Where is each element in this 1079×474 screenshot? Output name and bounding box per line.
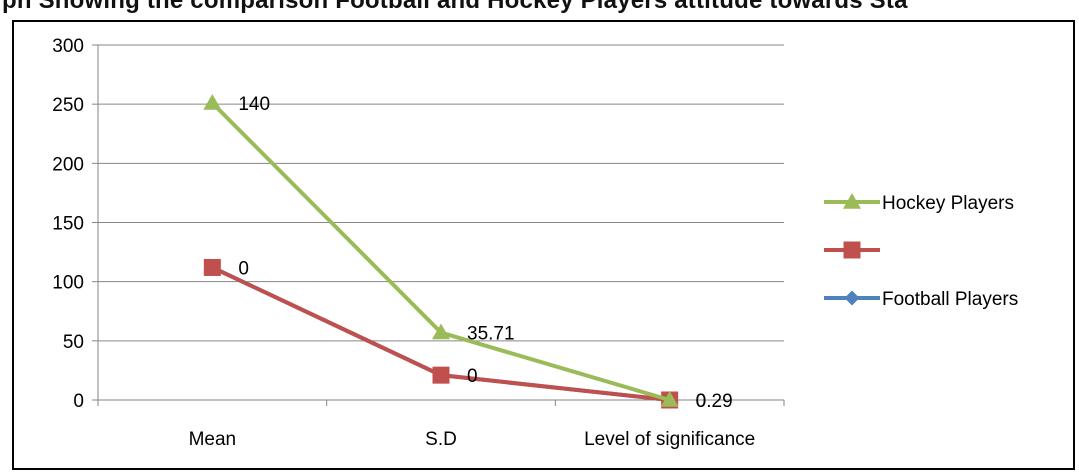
legend: Hockey Players Football Players xyxy=(824,193,1018,310)
y-tick-label: 250 xyxy=(52,95,84,116)
line-chart: 0 50 100 150 200 250 300 Mean S.D Level of signif… xyxy=(52,36,1018,450)
y-tick-label: 200 xyxy=(52,154,84,175)
y-tick-label: 0 xyxy=(73,391,84,412)
data-label: 35.71 xyxy=(467,324,515,345)
data-label: 0 xyxy=(696,391,707,412)
data-label: 140 xyxy=(238,94,270,115)
legend-marker xyxy=(843,241,861,259)
gridlines xyxy=(98,44,784,342)
x-tick-label: S.D xyxy=(425,429,457,450)
data-point xyxy=(660,391,679,407)
series-lines xyxy=(203,93,679,409)
legend-label: Hockey Players xyxy=(882,193,1014,214)
data-point xyxy=(203,258,221,276)
data-label: 0.29 xyxy=(696,391,733,412)
legend-marker xyxy=(843,193,861,209)
data-label: 0 xyxy=(238,258,249,279)
series-line xyxy=(210,101,671,402)
legend-marker xyxy=(844,290,860,306)
y-tick-label: 300 xyxy=(52,36,84,57)
y-tick-label: 100 xyxy=(52,273,84,294)
x-tick-label: Mean xyxy=(189,429,237,450)
data-label: 0 xyxy=(467,366,478,387)
data-point xyxy=(203,93,222,110)
legend-label: Football Players xyxy=(882,289,1018,310)
data-point xyxy=(432,366,450,384)
y-tick-label: 150 xyxy=(52,214,84,235)
y-tick-label: 50 xyxy=(63,332,84,353)
x-tick-label: Level of significance xyxy=(584,429,755,450)
page-title: ph Showing the comparison Football and H… xyxy=(2,0,908,14)
data-point xyxy=(432,323,450,340)
top-title-strip: ph Showing the comparison Football and H… xyxy=(0,0,1079,20)
chart-frame: 0 50 100 150 200 250 300 Mean S.D Level of signif… xyxy=(12,20,1075,470)
axes: 0 50 100 150 200 250 300 Mean S.D Level of signif… xyxy=(52,36,785,450)
